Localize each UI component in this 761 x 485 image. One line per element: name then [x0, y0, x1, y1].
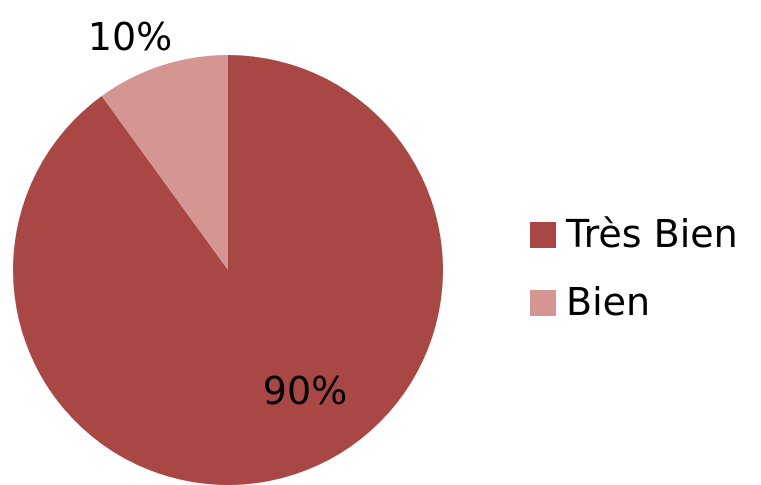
legend-label-très-bien: Très Bien [565, 212, 738, 256]
data-label-très-bien: 90% [263, 369, 347, 413]
legend-label-bien: Bien [566, 280, 650, 324]
legend-swatch-très-bien [530, 222, 556, 248]
legend: Très Bien Bien [530, 212, 738, 324]
pie-slice-bien [101, 55, 228, 270]
pie-data-labels: 90% 10% [88, 15, 347, 413]
legend-swatch-bien [530, 290, 556, 316]
data-label-bien: 10% [88, 15, 172, 59]
pie-slices [13, 55, 443, 485]
pie-slice-très-bien [13, 55, 443, 485]
